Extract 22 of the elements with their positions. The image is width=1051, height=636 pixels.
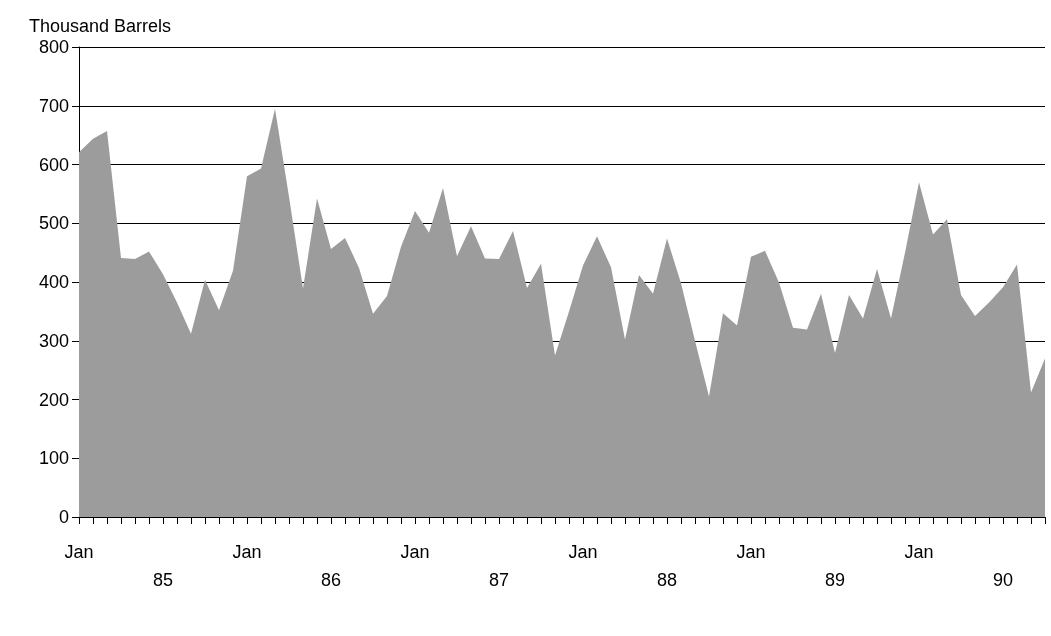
- x-tick-label: 90: [992, 570, 1014, 590]
- y-tick-label: 600: [38, 154, 69, 175]
- x-tick-label: Jan: [400, 542, 430, 562]
- y-tick-label: 300: [38, 330, 69, 351]
- y-tick-label: 700: [38, 95, 69, 116]
- x-tick-label: Jan: [568, 542, 598, 562]
- x-tick-label: 86: [320, 570, 342, 590]
- y-tick-label: 800: [38, 37, 69, 57]
- x-tick-label: 88: [656, 570, 678, 590]
- y-axis-title: Thousand Barrels: [29, 16, 172, 36]
- y-tick-label: 400: [38, 272, 69, 292]
- y-tick-label: 100: [38, 448, 69, 469]
- y-tick-label: 500: [38, 213, 69, 234]
- x-tick-label: Jan: [64, 542, 94, 562]
- x-tick-label: 89: [824, 570, 846, 590]
- y-tick-label: 0: [58, 507, 69, 527]
- x-tick-label: 85: [152, 570, 174, 590]
- x-tick-label: Jan: [736, 542, 766, 562]
- x-tick-label: 87: [488, 570, 510, 590]
- x-tick-label: Jan: [904, 542, 934, 562]
- x-tick-label: Jan: [232, 542, 262, 562]
- y-tick-label: 200: [38, 389, 69, 410]
